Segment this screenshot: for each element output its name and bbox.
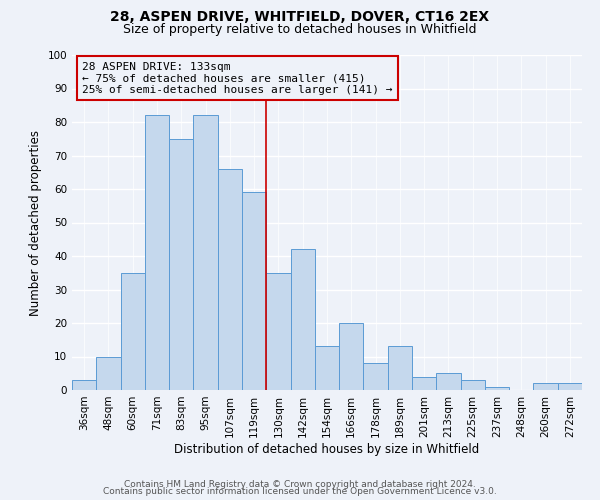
Bar bbox=[242, 192, 266, 390]
Bar bbox=[72, 380, 96, 390]
Bar bbox=[169, 138, 193, 390]
X-axis label: Distribution of detached houses by size in Whitfield: Distribution of detached houses by size … bbox=[175, 442, 479, 456]
Bar bbox=[339, 323, 364, 390]
Bar bbox=[96, 356, 121, 390]
Bar bbox=[315, 346, 339, 390]
Bar bbox=[558, 384, 582, 390]
Bar bbox=[436, 373, 461, 390]
Y-axis label: Number of detached properties: Number of detached properties bbox=[29, 130, 42, 316]
Bar bbox=[290, 250, 315, 390]
Text: 28, ASPEN DRIVE, WHITFIELD, DOVER, CT16 2EX: 28, ASPEN DRIVE, WHITFIELD, DOVER, CT16 … bbox=[110, 10, 490, 24]
Bar bbox=[364, 363, 388, 390]
Text: Contains public sector information licensed under the Open Government Licence v3: Contains public sector information licen… bbox=[103, 487, 497, 496]
Bar bbox=[461, 380, 485, 390]
Text: 28 ASPEN DRIVE: 133sqm
← 75% of detached houses are smaller (415)
25% of semi-de: 28 ASPEN DRIVE: 133sqm ← 75% of detached… bbox=[82, 62, 392, 95]
Bar bbox=[145, 116, 169, 390]
Bar bbox=[121, 273, 145, 390]
Bar bbox=[218, 169, 242, 390]
Bar bbox=[412, 376, 436, 390]
Bar bbox=[266, 273, 290, 390]
Text: Contains HM Land Registry data © Crown copyright and database right 2024.: Contains HM Land Registry data © Crown c… bbox=[124, 480, 476, 489]
Bar bbox=[388, 346, 412, 390]
Bar bbox=[533, 384, 558, 390]
Bar bbox=[485, 386, 509, 390]
Bar bbox=[193, 116, 218, 390]
Text: Size of property relative to detached houses in Whitfield: Size of property relative to detached ho… bbox=[123, 22, 477, 36]
